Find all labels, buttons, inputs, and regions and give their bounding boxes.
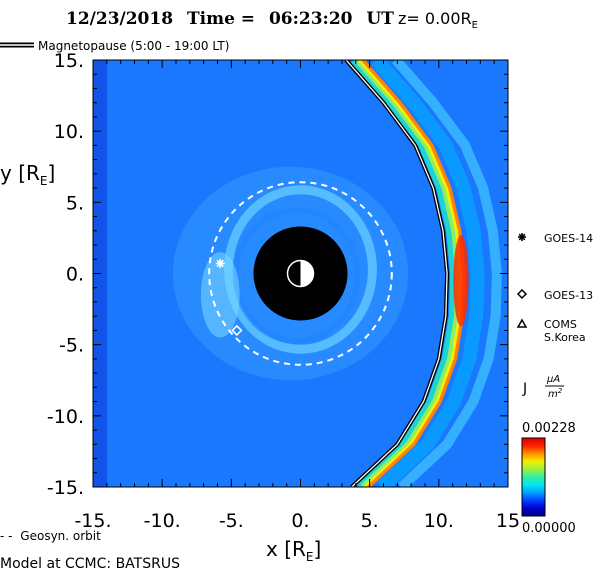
satellite-legend-label: GOES-14 bbox=[544, 232, 593, 245]
colorbar-title: J bbox=[522, 381, 527, 397]
x-tick-label: -10. bbox=[144, 510, 181, 532]
earth-dayside bbox=[300, 260, 314, 287]
y-tick-label: 10. bbox=[54, 121, 84, 143]
colorbar-gradient bbox=[521, 437, 546, 517]
geosync-legend: - - Geosyn. orbit bbox=[0, 529, 101, 543]
plot-title: 12/23/2018 Time = 06:23:20 UT bbox=[66, 9, 394, 29]
x-tick-label: -5. bbox=[219, 510, 244, 532]
x-tick-label: 0. bbox=[291, 510, 309, 532]
outer-current-band bbox=[392, 60, 502, 487]
sheath-band bbox=[371, 60, 485, 487]
x-tick-label: 15 bbox=[496, 510, 520, 532]
model-label: Model at CCMC: BATSRUS bbox=[0, 556, 180, 572]
y-tick-label: 0. bbox=[66, 264, 84, 286]
magnetopause-legend: Magnetopause (5:00 - 19:00 LT) bbox=[0, 39, 229, 53]
y-tick-label: 5. bbox=[66, 192, 84, 214]
satellite-legend-label: GOES-13 bbox=[544, 289, 593, 302]
y-tick-label: -5. bbox=[59, 335, 84, 357]
y-tick-label: -10. bbox=[47, 406, 84, 428]
geosync-orbit bbox=[208, 181, 393, 366]
current-peak bbox=[453, 235, 469, 327]
colorbar-max-label: 0.00228 bbox=[522, 421, 576, 436]
satellite-legend-item: GOES-13 bbox=[516, 288, 593, 302]
satellite-marker-asterisk bbox=[215, 259, 225, 269]
satellite-legend-label: COMS bbox=[544, 318, 577, 331]
colorbar-unit-numerator: μA bbox=[546, 374, 560, 385]
colorbar: J μA m2 0.00228 0.00000 bbox=[521, 374, 576, 536]
satellite-legend-label: S.Korea bbox=[544, 331, 586, 344]
nightside-bright-region bbox=[200, 252, 240, 338]
x-tick-label: 5. bbox=[361, 510, 379, 532]
colorbar-min-label: 0.00000 bbox=[522, 521, 576, 536]
y-axis-label: y [RE] bbox=[0, 161, 55, 188]
y-tick-label: 15. bbox=[54, 50, 84, 72]
z-label: z= 0.00RE bbox=[398, 9, 478, 31]
x-tick-label: 10. bbox=[424, 510, 454, 532]
magnetopause-line bbox=[345, 60, 448, 487]
x-axis-label: x [RE] bbox=[266, 537, 321, 564]
magnetopause-legend-label: Magnetopause (5:00 - 19:00 LT) bbox=[38, 39, 229, 53]
satellite-legend-item: GOES-14 bbox=[518, 232, 593, 245]
colorbar-unit-denominator: m2 bbox=[548, 387, 563, 400]
y-tick-label: -15. bbox=[47, 477, 84, 499]
x-tick-label: -15. bbox=[74, 510, 111, 532]
satellite-marker-diamond bbox=[231, 324, 243, 337]
